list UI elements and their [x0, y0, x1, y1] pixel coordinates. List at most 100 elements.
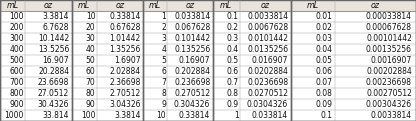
Bar	[97, 11, 143, 22]
Bar	[143, 99, 167, 110]
Bar	[334, 99, 416, 110]
Bar	[72, 44, 97, 55]
Text: 0.09: 0.09	[315, 100, 332, 109]
Bar	[240, 55, 291, 66]
Text: 40: 40	[86, 45, 95, 54]
Text: 0.00101442: 0.00101442	[366, 34, 412, 43]
Text: 1.01442: 1.01442	[109, 34, 141, 43]
Bar	[143, 55, 167, 66]
Bar	[97, 66, 143, 77]
Text: 4: 4	[161, 45, 166, 54]
Text: 30.4326: 30.4326	[38, 100, 69, 109]
Bar	[25, 88, 72, 99]
Text: 0.033814: 0.033814	[174, 12, 210, 21]
Text: 50: 50	[86, 56, 95, 65]
Text: 0.00033814: 0.00033814	[366, 12, 412, 21]
Text: 23.6698: 23.6698	[38, 78, 69, 87]
Bar	[291, 99, 334, 110]
Bar	[167, 77, 213, 88]
Bar	[97, 55, 143, 66]
Text: 0.0101442: 0.0101442	[247, 34, 288, 43]
Bar	[213, 66, 240, 77]
Text: 16.907: 16.907	[42, 56, 69, 65]
Text: mL: mL	[6, 1, 19, 10]
Bar	[167, 11, 213, 22]
Text: 900: 900	[9, 100, 24, 109]
Bar	[25, 0, 72, 11]
Text: 0.0270512: 0.0270512	[247, 89, 288, 98]
Bar	[25, 44, 72, 55]
Text: 0.101442: 0.101442	[174, 34, 210, 43]
Text: 0.00270512: 0.00270512	[366, 89, 412, 98]
Bar	[72, 22, 97, 33]
Bar	[0, 22, 25, 33]
Text: 60: 60	[86, 67, 95, 76]
Bar	[0, 99, 25, 110]
Bar	[143, 110, 167, 121]
Text: 90: 90	[86, 100, 95, 109]
Bar	[143, 22, 167, 33]
Bar	[334, 88, 416, 99]
Text: 0.08: 0.08	[316, 89, 332, 98]
Bar	[167, 99, 213, 110]
Text: 0.00304326: 0.00304326	[366, 100, 412, 109]
Text: 500: 500	[9, 56, 24, 65]
Bar	[25, 99, 72, 110]
Text: 3.04326: 3.04326	[109, 100, 141, 109]
Text: 9: 9	[161, 100, 166, 109]
Bar	[0, 11, 25, 22]
Bar	[72, 11, 97, 22]
Bar	[72, 66, 97, 77]
Text: 20: 20	[86, 23, 95, 32]
Text: oz: oz	[371, 1, 380, 10]
Text: 0.1: 0.1	[227, 12, 239, 21]
Text: oz: oz	[44, 1, 53, 10]
Bar	[213, 44, 240, 55]
Bar	[213, 55, 240, 66]
Text: 0.067628: 0.067628	[174, 23, 210, 32]
Text: 2.36698: 2.36698	[109, 78, 141, 87]
Text: 0.3: 0.3	[226, 34, 239, 43]
Bar	[240, 66, 291, 77]
Text: 2.70512: 2.70512	[109, 89, 141, 98]
Bar	[213, 0, 240, 11]
Text: 0.2: 0.2	[227, 23, 239, 32]
Text: 600: 600	[9, 67, 24, 76]
Bar	[291, 44, 334, 55]
Bar	[213, 88, 240, 99]
Bar	[291, 33, 334, 44]
Bar	[0, 66, 25, 77]
Bar	[291, 88, 334, 99]
Text: oz: oz	[261, 1, 270, 10]
Text: 0.5: 0.5	[226, 56, 239, 65]
Bar	[97, 33, 143, 44]
Text: 3.3814: 3.3814	[114, 111, 141, 120]
Text: 10: 10	[156, 111, 166, 120]
Bar	[97, 77, 143, 88]
Bar	[25, 55, 72, 66]
Text: 700: 700	[9, 78, 24, 87]
Text: 800: 800	[9, 89, 24, 98]
Text: 0.03: 0.03	[315, 34, 332, 43]
Bar	[97, 0, 143, 11]
Bar	[72, 33, 97, 44]
Text: 0.00135256: 0.00135256	[366, 45, 412, 54]
Bar	[25, 66, 72, 77]
Bar	[167, 110, 213, 121]
Bar	[72, 55, 97, 66]
Text: 0.0016907: 0.0016907	[371, 56, 412, 65]
Bar	[143, 88, 167, 99]
Text: 0.7: 0.7	[226, 78, 239, 87]
Text: 80: 80	[86, 89, 95, 98]
Bar	[25, 110, 72, 121]
Bar	[334, 33, 416, 44]
Bar	[334, 110, 416, 121]
Text: 0.0033814: 0.0033814	[371, 111, 412, 120]
Text: 1: 1	[161, 12, 166, 21]
Bar	[143, 77, 167, 88]
Bar	[213, 11, 240, 22]
Bar	[143, 33, 167, 44]
Text: 2.02884: 2.02884	[110, 67, 141, 76]
Text: 33.814: 33.814	[43, 111, 69, 120]
Bar	[167, 33, 213, 44]
